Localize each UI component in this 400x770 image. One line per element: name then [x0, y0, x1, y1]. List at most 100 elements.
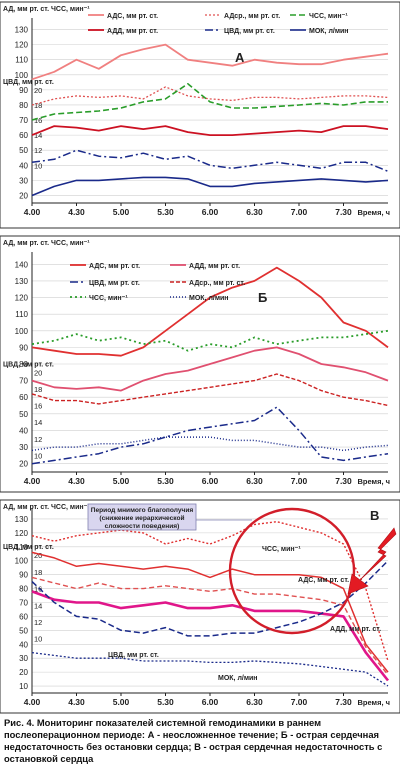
panel-1-series-line — [31, 86, 389, 106]
panel-2-x-tick-label: 5.00 — [113, 476, 130, 486]
panel-2-cvp-tick-label: 12 — [34, 435, 42, 444]
panel-2-cvp-tick-label: 16 — [34, 402, 42, 411]
panel-3-series-line — [31, 551, 389, 673]
panel-2-y-tick-label: 130 — [15, 277, 29, 286]
panel-3-y-tick-label: 70 — [19, 599, 28, 608]
panel-2-y-tick-label: 110 — [15, 310, 28, 319]
panel-1-x-tick-label: 4.00 — [24, 207, 41, 217]
panel-3-y-tick-label: 20 — [19, 668, 28, 677]
panel-1-legend-label: АДС, мм рт. ст. — [107, 13, 158, 20]
panel-1-y-tick-label: 20 — [19, 191, 28, 200]
panel-1-y-tick-label: 50 — [19, 146, 28, 155]
panel-1-frame — [0, 1, 400, 229]
panel-2-legend-label: АДД, мм рт. ст. — [189, 263, 240, 270]
panel-3-x-tick-label: 6.00 — [202, 697, 219, 707]
panel-1-x-tick-label: 5.00 — [113, 207, 130, 217]
panel-1-y-tick-label: 40 — [19, 161, 28, 170]
panel-2-y-tick-label: 50 — [19, 410, 28, 419]
panel-3-y-tick-label: 60 — [19, 612, 28, 621]
panel-3-annotation-line: (снижение иерархической — [99, 514, 184, 522]
panel-1-series-line — [31, 43, 389, 81]
panel-3-y-tick-label: 80 — [19, 585, 28, 594]
panel-1-y-tick-label: 100 — [15, 71, 29, 80]
panel-1-panel-title: А — [235, 50, 245, 65]
panel-3-y-tick-label: 50 — [19, 626, 28, 635]
panel-2-series-line — [31, 373, 389, 407]
panel-2-y-tick-label: 100 — [15, 327, 29, 336]
panel-2-cvp-axis-title: ЦВД, мм рт. ст. — [3, 361, 54, 368]
panel-2-cvp-tick-label: 10 — [34, 451, 42, 460]
panel-3-y-tick-label: 90 — [19, 571, 28, 580]
panel-1-cvp-tick-label: 20 — [34, 86, 42, 95]
panel-1-cvp-tick-label: 10 — [34, 161, 42, 170]
panel-2-x-tick-label: 6.30 — [246, 476, 263, 486]
panel-1-x-tick-label: 7.00 — [291, 207, 308, 217]
panel-1-x-tick-label: 4.30 — [68, 207, 85, 217]
panel-2-legend-label: АДС, мм рт. ст. — [89, 263, 140, 270]
panel-1-series-line — [31, 125, 389, 137]
panel-2-x-tick-label: 5.30 — [157, 476, 174, 486]
panel-3-co-label: МОК, л/мин — [218, 675, 258, 682]
panel-3-y-tick-label: 130 — [15, 515, 29, 524]
panel-1-cvp-tick-label: 12 — [34, 146, 42, 155]
panel-1-legend-label: АДср., мм рт. ст. — [224, 13, 280, 20]
panel-1-x-tick-label: 5.30 — [157, 207, 174, 217]
panel-3-x-axis-label: Время, ч — [357, 698, 390, 707]
panel-1-series-line — [31, 176, 389, 197]
panel-3-series-line — [31, 560, 389, 637]
panel-3-y-tick-label: 110 — [15, 543, 28, 552]
panel-3-cvp-tick-label: 14 — [34, 601, 42, 610]
panel-3-x-tick-label: 4.30 — [68, 697, 85, 707]
panel-3-cvp-axis-title: ЦВД, мм рт. ст. — [3, 544, 54, 551]
panel-2-x-tick-label: 7.00 — [291, 476, 308, 486]
panel-2-cvp-tick-label: 14 — [34, 418, 42, 427]
panel-2-series-line — [31, 406, 389, 465]
panel-2-cvp-tick-label: 18 — [34, 385, 42, 394]
panel-2-y-tick-label: 90 — [19, 343, 28, 352]
panel-1-y-tick-label: 30 — [19, 176, 28, 185]
panel-1-x-tick-label: 7.30 — [335, 207, 352, 217]
panel-2-y-tick-label: 120 — [15, 294, 29, 303]
panel-3-cvp-tick-label: 20 — [34, 551, 42, 560]
panel-2-legend-label: ЧСС, мин⁻¹ — [89, 295, 128, 302]
panel-2-legend-label: ЦВД, мм рт. ст. — [89, 280, 140, 287]
panel-3-dbp-label: АДД, мм рт. ст. — [330, 626, 381, 633]
panel-3-highlight-circle — [228, 507, 356, 635]
panel-1-cvp-tick-label: 16 — [34, 116, 42, 125]
panel-2-y-tick-label: 80 — [19, 360, 28, 369]
panel-1-series-line — [31, 83, 388, 121]
panel-2-y-tick-label: 40 — [19, 426, 28, 435]
panel-1-y-tick-label: 110 — [15, 56, 28, 65]
panel-1-y-tick-label: 90 — [19, 86, 28, 95]
panel-2-y-tick-label: 30 — [19, 443, 28, 452]
panel-1-legend-label: АДД, мм рт. ст. — [107, 28, 158, 35]
panel-3-series-line — [31, 521, 389, 662]
panel-3-cvp-label: ЦВД, мм рт. ст. — [108, 652, 159, 659]
panel-1-y-tick-label: 70 — [19, 116, 28, 125]
panel-2-x-tick-label: 4.30 — [68, 476, 85, 486]
panel-2-x-tick-label: 7.30 — [335, 476, 352, 486]
panel-3-annotation-line: сложности поведения) — [105, 523, 180, 530]
panel-3-alert-arrow — [347, 527, 397, 595]
panel-2-y-tick-label: 60 — [19, 393, 28, 402]
panel-3-y-tick-label: 40 — [19, 640, 28, 649]
panel-3-y-tick-label: 120 — [15, 529, 29, 538]
panel-3-y-tick-label: 30 — [19, 654, 28, 663]
panel-3-cvp-tick-label: 10 — [34, 635, 42, 644]
panel-2-x-axis-label: Время, ч — [357, 477, 390, 486]
panel-3-frame — [0, 499, 400, 714]
panel-3-cvp-tick-label: 16 — [34, 585, 42, 594]
panel-1-y-tick-label: 130 — [15, 26, 29, 35]
panel-1-x-tick-label: 6.00 — [202, 207, 219, 217]
panel-3-y-tick-label: 10 — [19, 682, 28, 691]
panel-3-sbp-label: АДС, мм рт. ст. — [298, 577, 349, 584]
panel-3-y-axis-title: АД, мм рт. ст. ЧСС, мин⁻¹ — [3, 504, 90, 511]
panel-1-legend-label: ЦВД, мм рт. ст. — [224, 28, 275, 35]
panel-1-y-tick-label: 80 — [19, 101, 28, 110]
panel-2-y-tick-label: 140 — [15, 260, 29, 269]
panel-2-legend-label: МОК, л/мин — [189, 295, 229, 302]
panel-3-cvp-tick-label: 12 — [34, 618, 42, 627]
panel-1-y-tick-label: 120 — [15, 41, 29, 50]
panel-3-x-tick-label: 4.00 — [24, 697, 41, 707]
panel-1-x-axis-label: Время, ч — [357, 208, 390, 217]
